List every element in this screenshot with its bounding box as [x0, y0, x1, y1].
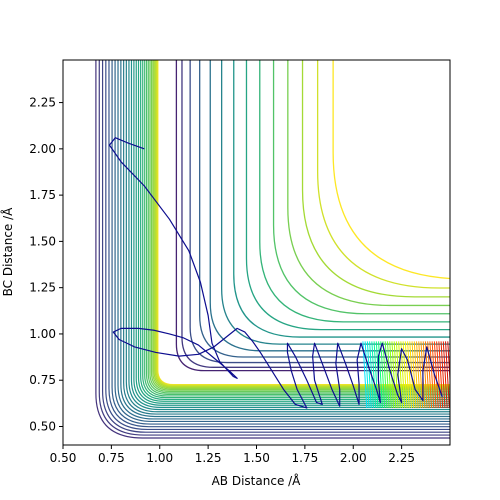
y-tick-label: 2.00: [29, 142, 56, 156]
contour-wall: [154, 60, 450, 388]
contour-hot-band: [422, 341, 428, 409]
contour-valley: [272, 60, 450, 315]
contour-hot-band: [380, 341, 386, 409]
contour-hot-band: [445, 341, 450, 409]
contour-valley: [316, 60, 450, 289]
contour-hot-band: [386, 341, 392, 409]
x-axis: 0.50 0.75 1.00 1.25 1.50 1.75 2.00 2.25: [50, 445, 415, 465]
contour-hot-band: [384, 341, 390, 409]
contour-wall: [95, 60, 450, 439]
contour-hot-band: [442, 341, 448, 409]
contour-hot-band: [398, 341, 404, 409]
contour-lines: [95, 60, 450, 439]
contour-wall: [128, 60, 450, 411]
y-tick-label: 0.75: [29, 373, 56, 387]
y-tick-label: 1.00: [29, 327, 56, 341]
contour-valley: [221, 60, 450, 345]
contour-wall: [101, 60, 450, 433]
y-tick-label: 0.50: [29, 419, 56, 433]
contour-valley: [175, 60, 450, 372]
x-tick-label: 0.75: [98, 451, 125, 465]
contour-wall: [135, 60, 450, 404]
y-tick-label: 1.25: [29, 281, 56, 295]
contour-hot-band: [433, 341, 439, 409]
contour-hot-band: [429, 341, 435, 409]
contour-hot-band: [440, 341, 446, 409]
contour-hot-band: [371, 341, 377, 409]
contour-wall: [98, 60, 450, 436]
contour-hot-band: [366, 341, 372, 409]
contour-hot-band: [436, 341, 441, 409]
y-axis-label: BC Distance /Å: [0, 207, 15, 297]
y-axis: 0.50 0.75 1.00 1.25 1.50 1.75 2.00 2.25: [29, 96, 63, 433]
contour-valley: [301, 60, 450, 298]
x-axis-label: AB Distance /Å: [212, 473, 302, 488]
contour-valley: [233, 60, 450, 338]
contour-valley: [245, 60, 450, 331]
contour-wall: [152, 60, 450, 390]
contour-wall: [117, 60, 450, 420]
contour-wall: [150, 60, 450, 391]
x-tick-label: 0.50: [50, 451, 77, 465]
contour-wall: [111, 60, 450, 425]
x-tick-label: 1.75: [292, 451, 319, 465]
contour-hot-band: [391, 341, 397, 409]
contour-wall: [142, 60, 450, 399]
contour-wall: [105, 60, 450, 431]
contour-wall: [140, 60, 450, 401]
x-tick-label: 1.25: [195, 451, 222, 465]
contour-hot-band: [393, 341, 399, 409]
contour-wall: [130, 60, 450, 408]
contour-wall: [137, 60, 450, 402]
contour-hot-band: [364, 341, 370, 409]
contour-hot-band: [404, 341, 410, 409]
contour-wall: [149, 60, 450, 393]
contour-valley: [287, 60, 450, 307]
contour-wall: [114, 60, 450, 423]
x-tick-label: 1.50: [243, 451, 270, 465]
contour-hot-band: [413, 341, 419, 409]
contour-wall: [108, 60, 450, 428]
y-tick-label: 1.50: [29, 234, 56, 248]
x-tick-label: 2.25: [388, 451, 415, 465]
contour-valley: [259, 60, 450, 323]
contour-wall: [144, 60, 450, 397]
y-tick-label: 1.75: [29, 188, 56, 202]
contour-hot-band: [411, 341, 417, 409]
trajectory-line: [108, 137, 443, 409]
contour-hot-band: [407, 341, 412, 409]
contour-hot-band: [418, 341, 424, 409]
contour-wall: [153, 60, 450, 389]
contour-wall: [156, 60, 450, 386]
y-tick-label: 2.25: [29, 96, 56, 110]
contour-wall: [123, 60, 450, 415]
contour-valley: [332, 60, 450, 280]
contour-hot-band: [382, 341, 388, 409]
contour-wall: [125, 60, 450, 413]
contour-wall: [120, 60, 450, 418]
contour-wall: [145, 60, 450, 395]
contour-wall: [147, 60, 450, 394]
x-tick-label: 2.00: [340, 451, 367, 465]
contour-hot-band: [373, 341, 379, 409]
contour-wall: [133, 60, 450, 406]
x-tick-label: 1.00: [146, 451, 173, 465]
contour-valley: [209, 60, 450, 352]
contour-valley: [199, 60, 450, 358]
contour-wall: [155, 60, 450, 387]
trajectory-layer: [108, 137, 443, 409]
